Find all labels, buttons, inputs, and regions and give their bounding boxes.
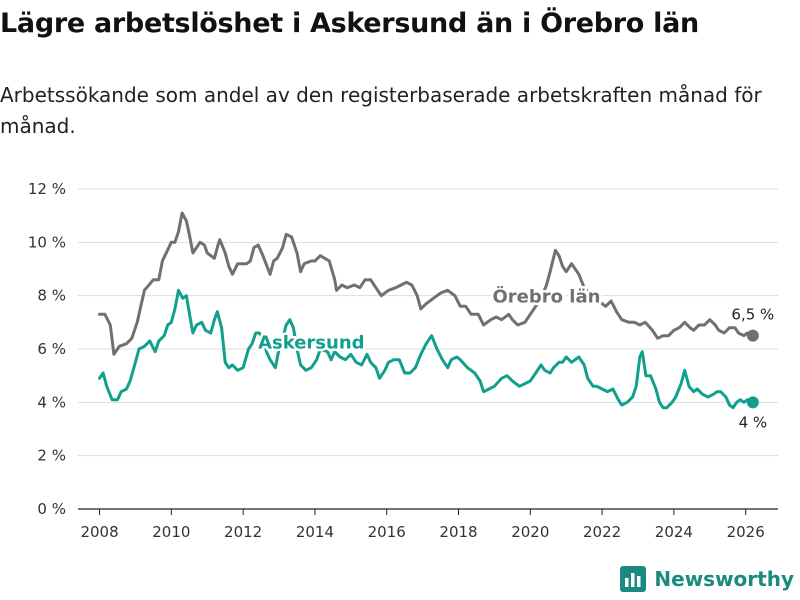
axes: 0 % 2 % 4 % 6 % 8 % 10 % 12 % 2008 2010 2012 2014 2… [28, 180, 778, 541]
series-lines [98, 211, 759, 410]
y-tick-label: 4 % [37, 393, 66, 411]
y-tick-label: 6 % [37, 340, 66, 358]
series-label-orebro-halo: Örebro län [493, 285, 601, 307]
line-chart: 0 % 2 % 4 % 6 % 8 % 10 % 12 % 2008 2010 2012 2014 2… [28, 180, 778, 541]
x-tick-label: 2024 [655, 523, 693, 541]
series-line-orebro [98, 211, 755, 356]
brand-name: Newsworthy [654, 567, 794, 591]
series-end-marker [746, 329, 759, 342]
x-tick-label: 2020 [511, 523, 549, 541]
series-label-askersund: Askersund [258, 332, 364, 353]
chart-title: Lägre arbetslöshet i Askersund än i Öreb… [0, 8, 699, 39]
series-end-marker [746, 396, 759, 409]
x-tick-label: 2016 [368, 523, 406, 541]
series-label-orebro: Örebro län [493, 285, 601, 307]
newsworthy-logo-icon [620, 566, 647, 592]
series-label-askersund-halo: Askersund [258, 332, 364, 353]
series-line-askersund [98, 288, 755, 410]
gridlines [78, 188, 778, 457]
end-value-label-orebro: 6,5 % [731, 306, 774, 324]
x-tick-label: 2026 [727, 523, 765, 541]
x-tick-label: 2010 [152, 523, 190, 541]
x-tick-label: 2014 [296, 523, 334, 541]
brand-logo: Newsworthy [620, 566, 794, 592]
end-value-label-askersund-halo: 4 % [739, 413, 768, 431]
y-tick-label: 10 % [28, 233, 66, 251]
x-tick-label: 2018 [439, 523, 477, 541]
x-tick-label: 2012 [224, 523, 262, 541]
end-value-label-askersund: 4 % [739, 413, 768, 431]
chart-subtitle: Arbetssökande som andel av den registerb… [0, 83, 762, 138]
end-value-label-orebro-halo: 6,5 % [731, 306, 774, 324]
x-tick-label: 2022 [583, 523, 621, 541]
y-tick-label: 8 % [37, 287, 66, 305]
y-tick-label: 0 % [37, 500, 66, 518]
y-tick-label: 12 % [28, 180, 66, 198]
x-tick-label: 2008 [80, 523, 118, 541]
y-tick-label: 2 % [37, 447, 66, 465]
